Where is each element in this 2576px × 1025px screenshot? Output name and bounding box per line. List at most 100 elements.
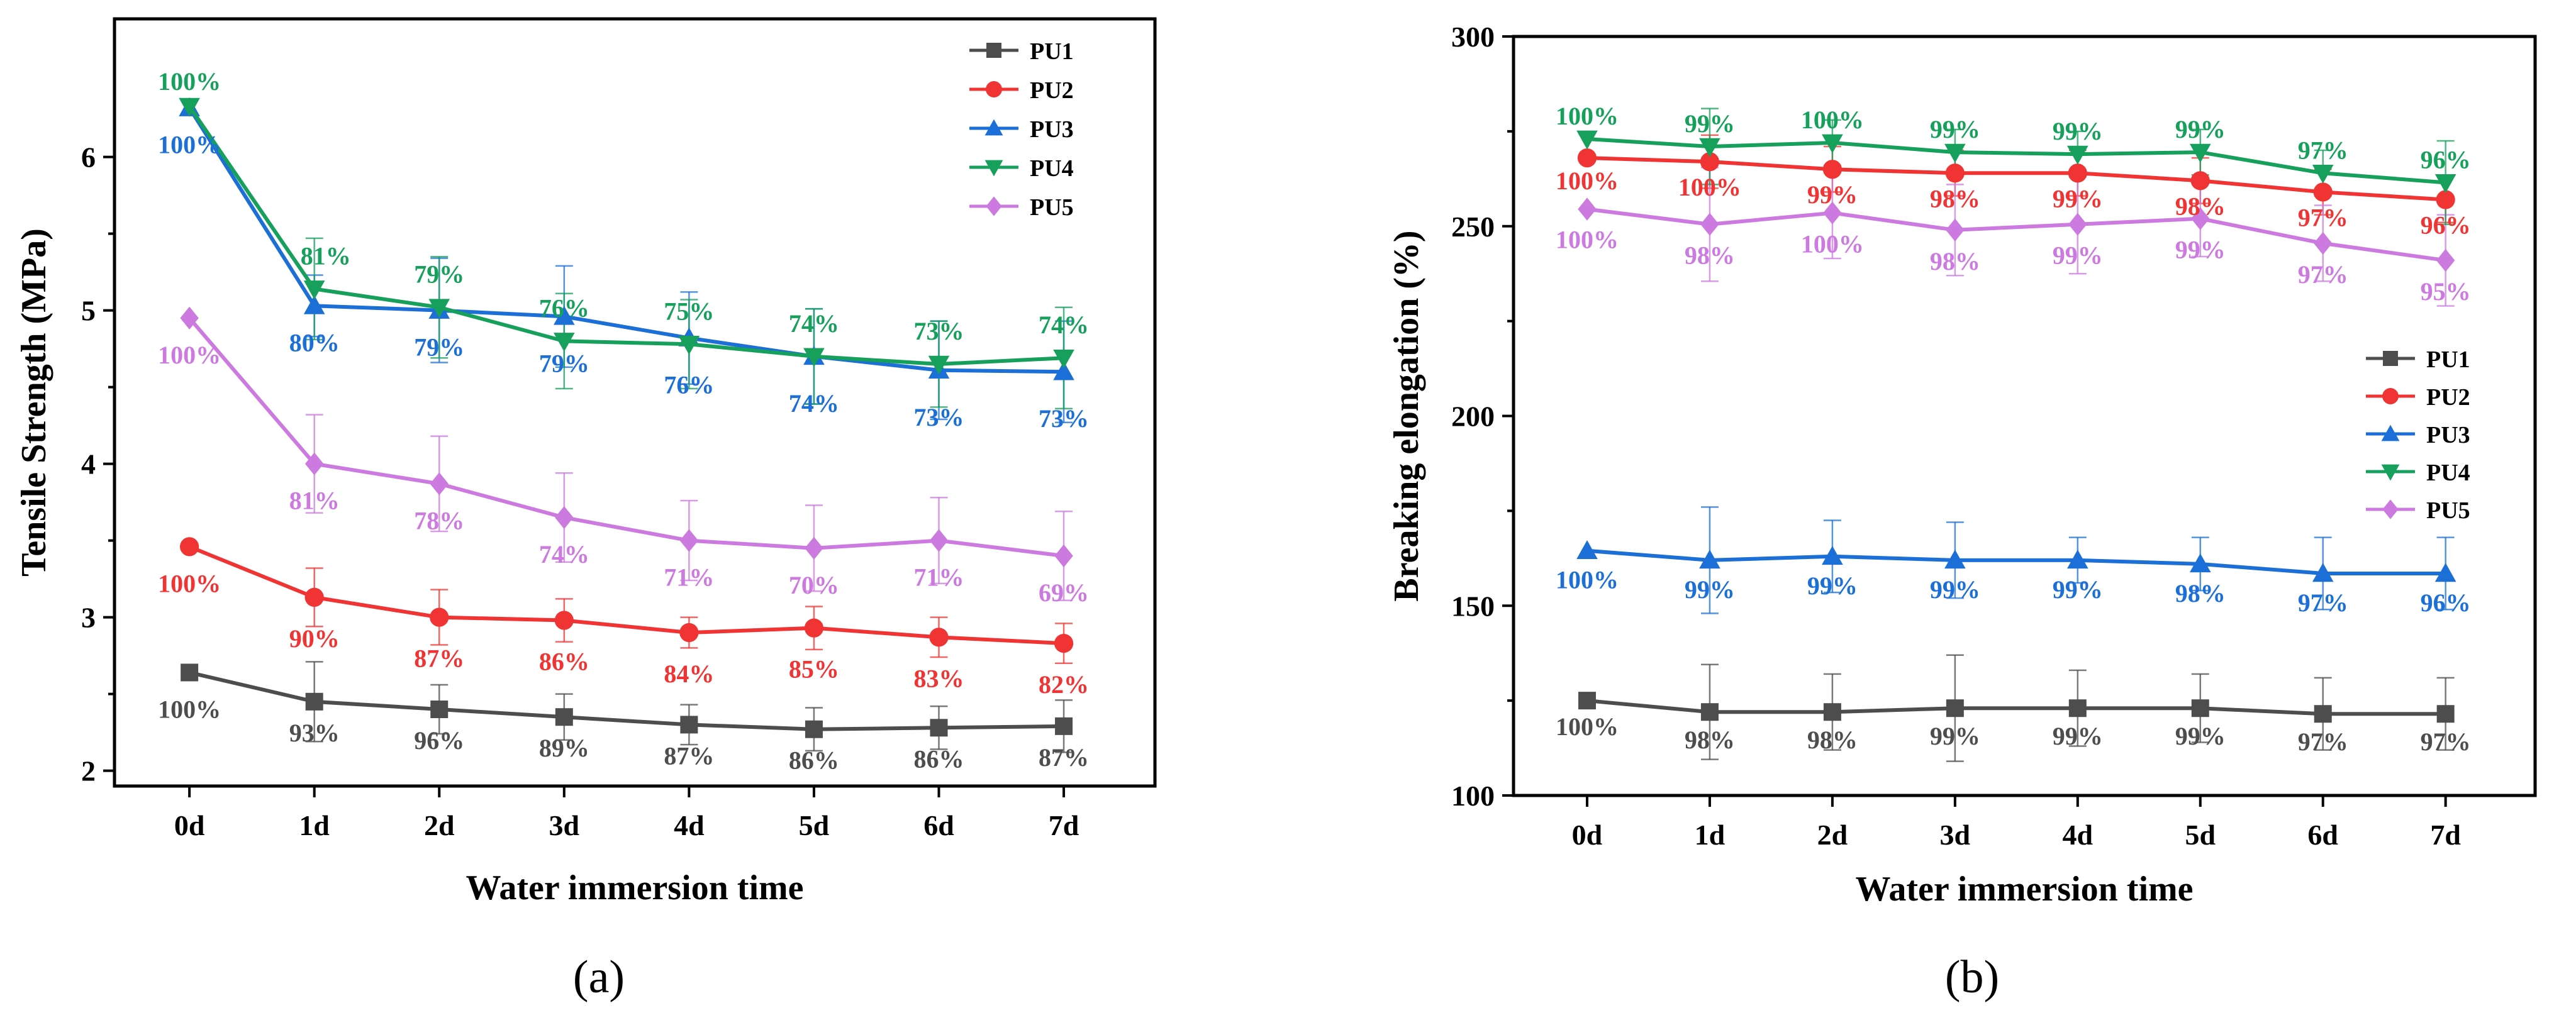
- series-line-pu2: [189, 545, 1064, 646]
- data-point-pu5: [180, 306, 199, 330]
- data-point-pu3: [2067, 550, 2088, 569]
- data-label-pu5: 100%: [1801, 230, 1864, 258]
- x-tick-label: 3d: [1940, 819, 1971, 851]
- data-point-pu5: [2068, 213, 2087, 236]
- data-label-pu3: 99%: [1930, 575, 1980, 604]
- data-label-pu1: 87%: [664, 741, 714, 770]
- series-line-pu5: [187, 316, 1064, 558]
- data-label-pu3: 99%: [2053, 575, 2103, 604]
- data-label-pu4: 79%: [414, 260, 464, 289]
- x-tick-label: 5d: [799, 809, 830, 841]
- data-label-pu2: 85%: [789, 655, 839, 684]
- data-point-pu1: [805, 720, 823, 738]
- data-label-pu3: 80%: [289, 328, 340, 357]
- data-point-pu3: [2434, 563, 2456, 582]
- data-label-pu5: 100%: [158, 341, 221, 369]
- series-line-pu3: [1586, 548, 2446, 575]
- data-point-pu3: [1699, 550, 1720, 569]
- x-tick-label: 4d: [2063, 819, 2094, 851]
- data-point-pu2: [430, 607, 449, 627]
- x-tick-label: 6d: [2307, 819, 2338, 851]
- x-tick-label: 0d: [1572, 819, 1603, 851]
- data-point-pu1: [181, 663, 199, 682]
- legend-label-pu5: PU5: [2426, 497, 2470, 524]
- data-label-pu2: 86%: [539, 647, 589, 675]
- data-label-pu5: 71%: [913, 563, 964, 592]
- legend-label-pu3: PU3: [2426, 422, 2470, 448]
- data-label-pu4: 81%: [301, 241, 351, 270]
- data-point-pu3: [2312, 563, 2334, 582]
- series-line-pu4: [1586, 136, 2446, 185]
- data-label-pu3: 79%: [539, 349, 589, 377]
- data-label-pu3: 99%: [1807, 572, 1858, 600]
- data-point-pu4: [1699, 138, 1720, 157]
- data-label-pu3: 73%: [1039, 404, 1089, 433]
- data-label-pu2: 87%: [414, 645, 464, 673]
- legend-marker-pu4: [984, 160, 1003, 177]
- data-point-pu5: [1054, 544, 1073, 568]
- data-label-pu1: 99%: [2175, 722, 2226, 750]
- data-label-pu5: 70%: [789, 571, 839, 599]
- data-label-pu4: 99%: [2175, 115, 2226, 143]
- panel-label: (b): [1945, 951, 1999, 1003]
- legend-marker-pu4: [2381, 464, 2400, 481]
- data-point-pu2: [180, 537, 199, 557]
- data-label-pu2: 99%: [1807, 180, 1858, 209]
- data-point-pu2: [1822, 160, 1843, 179]
- data-label-pu2: 83%: [913, 664, 964, 692]
- data-label-pu5: 78%: [414, 506, 464, 535]
- y-tick-label: 6: [81, 141, 96, 174]
- data-label-pu4: 75%: [664, 297, 714, 325]
- data-label-pu2: 90%: [289, 624, 340, 653]
- data-point-pu1: [1823, 703, 1841, 721]
- data-point-pu5: [430, 472, 449, 496]
- legend-label-pu2: PU2: [1030, 77, 1074, 104]
- data-point-pu2: [304, 587, 324, 607]
- x-axis-title: Water immersion time: [1855, 870, 2193, 909]
- x-tick-label: 1d: [1695, 819, 1726, 851]
- y-axis-title: Breaking elongation (%): [1387, 230, 1426, 601]
- data-label-pu1: 89%: [539, 734, 589, 762]
- data-point-pu1: [305, 692, 323, 711]
- data-label-pu3: 100%: [1556, 566, 1619, 594]
- data-label-pu5: 100%: [1556, 226, 1619, 254]
- data-point-pu3: [1053, 361, 1074, 380]
- data-point-pu4: [803, 348, 825, 367]
- data-label-pu3: 76%: [664, 371, 714, 399]
- data-point-pu1: [930, 719, 948, 737]
- data-label-pu3: 98%: [2175, 579, 2226, 607]
- data-point-pu5: [1823, 201, 1842, 224]
- x-tick-label: 5d: [2185, 819, 2216, 851]
- data-point-pu4: [1822, 134, 1843, 153]
- data-label-pu4: 100%: [1801, 106, 1864, 134]
- data-point-pu4: [303, 280, 325, 300]
- data-point-pu1: [1700, 703, 1719, 721]
- data-point-pu3: [2189, 553, 2211, 573]
- data-point-pu3: [1576, 540, 1598, 560]
- series-line-pu5: [1586, 207, 2446, 263]
- data-point-pu1: [680, 716, 698, 734]
- data-point-pu2: [804, 618, 824, 638]
- y-tick-label: 2: [81, 755, 96, 787]
- series-line-pu1: [1586, 699, 2446, 716]
- data-label-pu4: 73%: [913, 317, 964, 345]
- y-tick-label: 4: [81, 448, 96, 480]
- data-label-pu5: 71%: [664, 563, 714, 592]
- data-label-pu5: 97%: [2298, 260, 2348, 289]
- legend-marker-pu1: [2383, 351, 2398, 366]
- data-point-pu1: [1055, 717, 1073, 735]
- data-label-pu3: 73%: [913, 403, 964, 431]
- data-label-pu2: 100%: [1556, 167, 1619, 195]
- data-point-pu5: [304, 452, 324, 475]
- data-label-pu2: 96%: [2421, 211, 2471, 240]
- x-tick-label: 6d: [923, 809, 954, 841]
- data-point-pu1: [1946, 699, 1964, 718]
- data-label-pu5: 99%: [2053, 241, 2103, 270]
- y-axis-title: Tensile Strength (MPa): [14, 228, 53, 577]
- y-tick-label: 300: [1451, 21, 1495, 53]
- data-point-pu2: [1700, 152, 1720, 172]
- data-point-pu2: [2068, 163, 2087, 183]
- legend-label-pu3: PU3: [1030, 116, 1074, 143]
- data-point-pu4: [2067, 145, 2088, 165]
